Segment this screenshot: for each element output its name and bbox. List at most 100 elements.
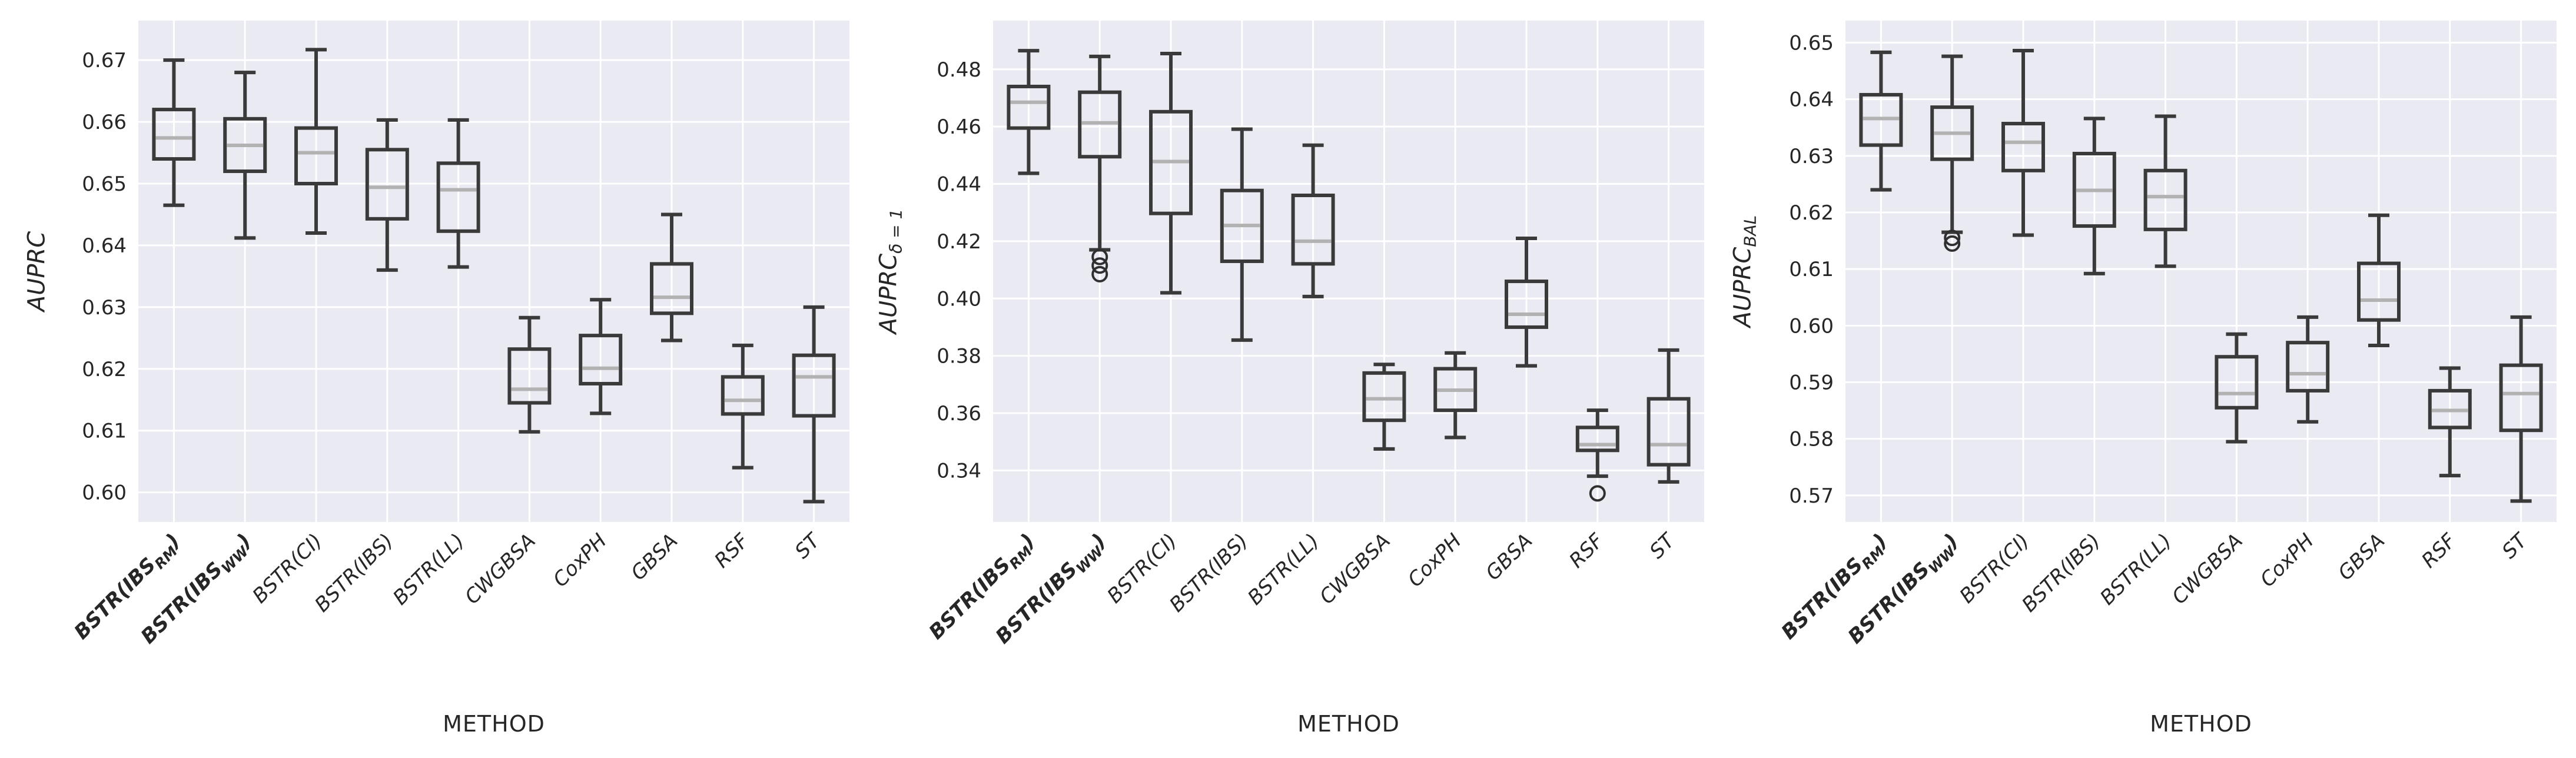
- chart-auprc: 0.60 0.61 0.62 0.63 0.64 0.65 0.66 0.67 BSTR(IBS…: [0, 0, 859, 758]
- y-tick-label: 0.46: [937, 115, 981, 139]
- box-rect: [1646, 397, 1691, 467]
- box-rect: [1859, 92, 1903, 147]
- box-rect: [2357, 261, 2401, 322]
- x-tick-label: BSTR(IBS): [310, 529, 398, 617]
- box-rect: [1291, 193, 1335, 266]
- box-rect: [2286, 341, 2330, 393]
- outlier-point: [1091, 257, 1108, 274]
- x-tick-label: BSTR(IBSWW): [137, 529, 258, 651]
- x-axis-label-method: METHOD: [443, 711, 545, 737]
- plot-area-svg-auprc-delta1: 0.34 0.36 0.38 0.40 0.42 0.44 0.46 0.48 BSTR(IBS…: [924, 21, 1704, 651]
- box-rect: [1149, 109, 1193, 215]
- x-tick-label: BSTR(IBS): [1165, 529, 1253, 617]
- box-rect: [436, 161, 480, 233]
- box-rect: [2072, 151, 2116, 228]
- y-tick-label: 0.58: [1789, 428, 1834, 451]
- y-tick-label: 0.59: [1789, 371, 1834, 394]
- plot-area-svg-auprc-bal: 0.57 0.58 0.59 0.60 0.61 0.62 0.63 0.64 0.65 BSTR…: [1777, 21, 2557, 651]
- x-tick-label: RSF: [2417, 529, 2461, 573]
- x-tick-label: ST: [1645, 528, 1681, 564]
- x-axis-label-method: METHOD: [1297, 711, 1400, 737]
- y-tick-label: 0.34: [937, 459, 981, 483]
- y-tick-label: 0.62: [1789, 201, 1834, 225]
- outlier-point: [1944, 230, 1961, 247]
- outlier-point: [1091, 248, 1108, 265]
- y-tick-label: 0.62: [82, 358, 127, 381]
- y-axis-label-auprc-delta1: AUPRCδ = 1: [875, 208, 906, 334]
- box-rect: [2215, 355, 2259, 410]
- plot-background: [138, 21, 849, 522]
- plot-background: [993, 21, 1704, 522]
- box-rect: [579, 334, 623, 385]
- y-axis-label-auprc: AUPRC: [23, 231, 53, 312]
- box-rect: [1007, 84, 1051, 130]
- y-axis-label-auprc-bal: AUPRCBAL: [1729, 215, 1760, 327]
- box-rect: [1220, 188, 1264, 263]
- y-axis-label-text: AUPRC: [23, 231, 51, 312]
- box-rect: [650, 262, 693, 315]
- x-tick-label: BSTR(IBS): [2017, 529, 2105, 617]
- x-tick-label: BSTR(LL): [1243, 529, 1324, 610]
- y-axis-label-subscript: δ = 1: [886, 208, 906, 254]
- y-tick-label: 0.44: [937, 173, 981, 197]
- y-tick-label: 0.65: [82, 172, 127, 196]
- y-tick-label: 0.64: [82, 234, 127, 258]
- x-tick-label: CoxPH: [1403, 529, 1466, 592]
- box-rect: [223, 117, 267, 174]
- y-tick-label: 0.38: [937, 345, 981, 368]
- y-tick-label: 0.67: [82, 49, 127, 72]
- y-tick-label: 0.61: [82, 420, 127, 443]
- plot-area-svg-auprc: 0.60 0.61 0.62 0.63 0.64 0.65 0.66 0.67 BSTR(IBS…: [69, 21, 849, 651]
- x-tick-label: GBSA: [626, 529, 682, 585]
- y-tick-label: 0.36: [937, 402, 981, 425]
- y-tick-label: 0.64: [1789, 88, 1834, 112]
- box-rect: [2001, 122, 2045, 172]
- box-rect: [152, 108, 196, 161]
- y-tick-label: 0.48: [937, 58, 981, 82]
- box-rect: [294, 126, 338, 186]
- chart-auprc-bal: 0.57 0.58 0.59 0.60 0.61 0.62 0.63 0.64 0.65 BSTR…: [1718, 0, 2576, 758]
- y-tick-label: 0.66: [82, 111, 127, 134]
- box-rect: [507, 347, 552, 405]
- x-tick-label: CWGBSA: [460, 529, 540, 609]
- box-rect: [1930, 105, 1974, 161]
- box-rect: [2428, 388, 2472, 430]
- x-tick-label: BSTR(IBSWW): [1844, 529, 1966, 651]
- y-tick-label: 0.63: [82, 296, 127, 320]
- box-rect: [2143, 168, 2187, 231]
- y-tick-label: 0.61: [1789, 258, 1834, 281]
- box-rect: [1433, 367, 1478, 413]
- y-axis-label-subscript: BAL: [1740, 215, 1760, 247]
- x-tick-label: ST: [791, 528, 826, 564]
- x-tick-label: RSF: [710, 529, 753, 573]
- box-rect: [1575, 425, 1619, 453]
- x-tick-label: RSF: [1565, 529, 1608, 573]
- y-tick-label: 0.60: [1789, 314, 1834, 338]
- x-tick-label: GBSA: [2333, 529, 2389, 585]
- x-tick-label: CWGBSA: [1315, 529, 1395, 609]
- outlier-point: [1944, 235, 1961, 252]
- y-tick-label: 0.42: [937, 230, 981, 254]
- y-tick-label: 0.63: [1789, 145, 1834, 168]
- x-tick-label: BSTR(LL): [389, 529, 469, 610]
- y-tick-label: 0.57: [1789, 484, 1834, 508]
- box-rect: [365, 148, 409, 221]
- box-rect: [1362, 371, 1406, 423]
- box-rect: [721, 375, 765, 416]
- y-axis-label-text: AUPRC: [875, 253, 902, 334]
- x-tick-label: BSTR(IBSWW): [991, 529, 1113, 651]
- x-tick-label: ST: [2498, 528, 2533, 564]
- box-rect: [792, 353, 836, 418]
- x-tick-label: CoxPH: [2256, 529, 2319, 592]
- x-tick-label: CoxPH: [549, 529, 612, 592]
- outlier-point: [1589, 485, 1606, 502]
- box-rect: [1078, 90, 1122, 159]
- x-tick-label: CWGBSA: [2167, 529, 2248, 609]
- x-tick-label: GBSA: [1481, 529, 1537, 585]
- y-tick-label: 0.65: [1789, 32, 1834, 55]
- box-rect: [2499, 363, 2543, 433]
- x-axis-label-method: METHOD: [2150, 711, 2252, 737]
- outlier-point: [1091, 265, 1108, 282]
- chart-auprc-delta1: 0.34 0.36 0.38 0.40 0.42 0.44 0.46 0.48 BSTR(IBS…: [859, 0, 1718, 758]
